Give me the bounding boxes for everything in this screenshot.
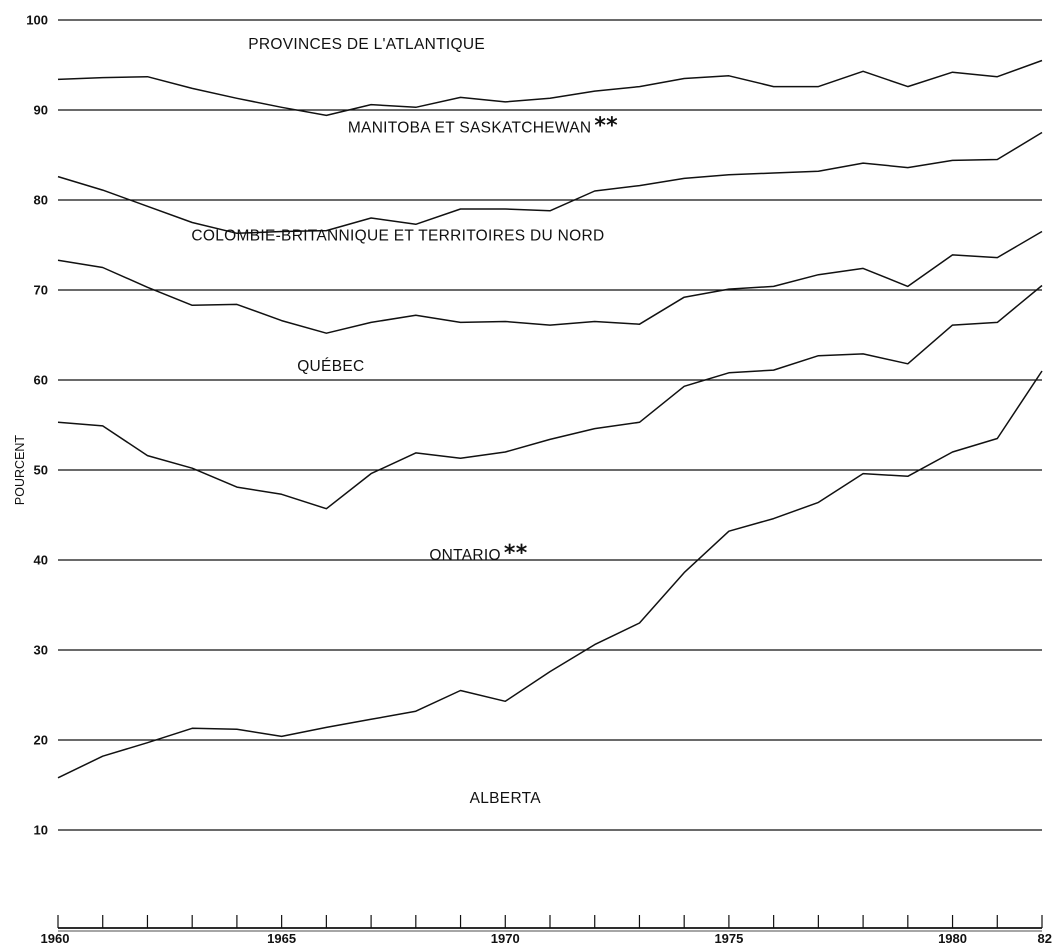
series-line (57, 131, 1043, 235)
series-line (57, 59, 1043, 117)
region-label: COLOMBIE-BRITANNIQUE ET TERRITOIRES DU N… (191, 228, 604, 245)
y-axis-label: POURCENT (13, 435, 27, 506)
y-tick-label: 80 (34, 193, 48, 208)
region-label: MANITOBA ET SASKATCHEWAN ** (348, 114, 618, 139)
y-tick-label: 60 (34, 373, 48, 388)
region-label-text: PROVINCES DE L'ATLANTIQUE (248, 36, 485, 53)
region-label-text: QUÉBEC (297, 358, 364, 375)
region-label-text: MANITOBA ET SASKATCHEWAN (348, 120, 591, 137)
x-tick-label: 1960 (41, 931, 70, 945)
y-tick-label: 90 (34, 103, 48, 118)
y-tick-label: 40 (34, 553, 48, 568)
region-label: QUÉBEC (297, 358, 364, 375)
series-line (57, 370, 1043, 779)
y-tick-label: 50 (34, 463, 48, 478)
region-label-text: ALBERTA (470, 790, 542, 807)
x-tick-label: 1980 (938, 931, 967, 945)
x-tick-label: 1975 (714, 931, 743, 945)
region-label: ONTARIO ** (429, 541, 527, 566)
y-tick-label: 20 (34, 733, 48, 748)
x-tick-label: 1965 (267, 931, 296, 945)
x-tick-label: 82 (1038, 931, 1052, 945)
y-tick-label: 70 (34, 283, 48, 298)
x-tick-label: 1970 (491, 931, 520, 945)
series-line (57, 284, 1043, 510)
series-line (57, 230, 1043, 334)
footnote-mark: ** (504, 541, 528, 566)
y-tick-label: 10 (34, 823, 48, 838)
region-label-text: ONTARIO (429, 547, 501, 564)
y-tick-label: 100 (26, 13, 48, 28)
footnote-mark: ** (594, 114, 618, 139)
region-label-text: COLOMBIE-BRITANNIQUE ET TERRITOIRES DU N… (191, 228, 604, 245)
region-label: ALBERTA (470, 790, 542, 807)
region-label: PROVINCES DE L'ATLANTIQUE (248, 36, 485, 53)
y-tick-label: 30 (34, 643, 48, 658)
